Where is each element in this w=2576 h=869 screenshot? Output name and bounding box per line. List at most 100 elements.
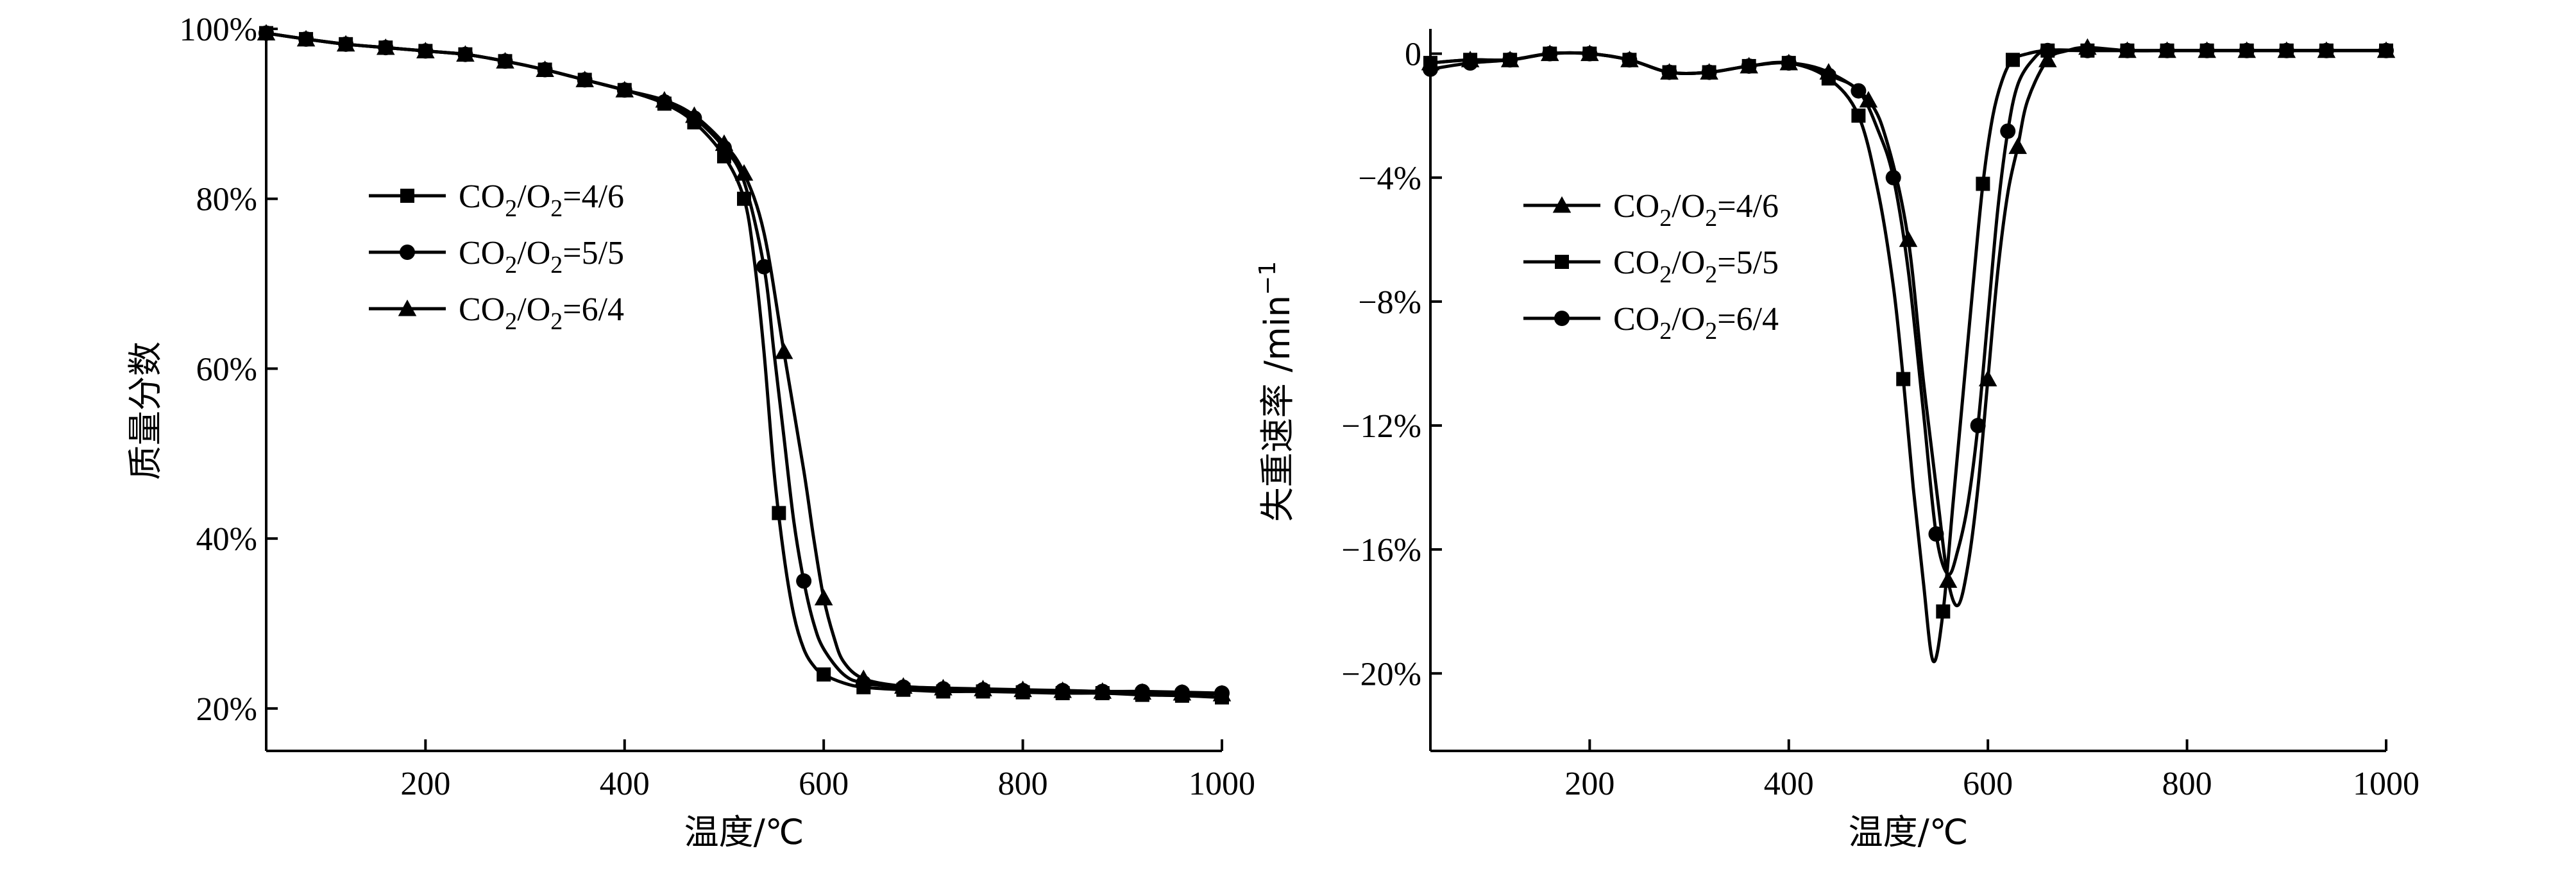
data-point	[1741, 58, 1757, 74]
data-point	[1423, 61, 1438, 77]
data-point	[1013, 680, 1032, 698]
data-point	[2080, 42, 2096, 58]
data-point	[1582, 46, 1598, 62]
series-line	[266, 31, 1223, 696]
x-tick-label: 800	[998, 766, 1048, 802]
data-point	[2119, 42, 2135, 58]
legend-label: CO2/O2=5/5	[1613, 245, 1779, 288]
y-tick-label: 20%	[196, 691, 257, 728]
data-point	[1053, 681, 1072, 698]
y-tick-label: 60%	[196, 351, 257, 388]
legend: CO2/O2=4/6 CO2/O2=5/5 CO2/O2=6/4	[1523, 188, 1779, 345]
data-point	[894, 677, 913, 694]
x-tick-label: 400	[1764, 766, 1814, 802]
data-point	[496, 51, 514, 69]
legend-item: CO2/O2=4/6	[369, 178, 624, 222]
y-tick-label: 100%	[180, 12, 257, 48]
y-axis-title-sup: −1	[1255, 261, 1281, 295]
y-tick-label: −12%	[1341, 408, 1421, 445]
data-point	[974, 680, 992, 696]
weight-loss-rate-chart: 200 400 600 800 1000 0 −4% −8% −12% −16% −20% CO2/…	[1255, 29, 2419, 852]
data-point	[2159, 42, 2175, 58]
data-point	[756, 259, 772, 275]
legend-label: CO2/O2=6/4	[459, 291, 624, 335]
data-point	[2278, 42, 2294, 58]
legend-item: CO2/O2=6/4	[369, 291, 624, 335]
legend-marker	[400, 245, 415, 260]
data-point	[2000, 123, 2016, 139]
data-point	[1462, 55, 1479, 71]
legend-marker	[398, 299, 417, 316]
x-tick-label: 200	[1564, 766, 1614, 802]
data-point	[1093, 682, 1112, 699]
data-point	[1851, 108, 1866, 123]
data-point	[934, 678, 953, 696]
data-point	[2199, 42, 2215, 58]
data-point	[1936, 604, 1951, 619]
x-tick-label: 1000	[1189, 766, 1255, 802]
data-point	[685, 106, 704, 123]
x-axis-title: 温度/℃	[1849, 812, 1969, 852]
y-axis-title: 失重速率 /min−1	[1255, 261, 1298, 522]
series-3	[257, 24, 1232, 701]
series-1	[259, 26, 1229, 705]
y-axis-title-main: 失重速率 /min	[1257, 295, 1298, 522]
ticks: 200 400 600 800 1000 0 −4% −8% −12% −16% −20%	[1341, 37, 2419, 802]
data-point	[1542, 46, 1558, 62]
legend-label: CO2/O2=4/6	[459, 178, 624, 222]
data-point	[1661, 64, 1677, 80]
y-axis-title: 质量分数	[125, 341, 165, 480]
data-point	[814, 589, 833, 606]
legend: CO2/O2=4/6 CO2/O2=5/5 CO2/O2=6/4	[369, 178, 624, 335]
legend-item: CO2/O2=5/5	[1523, 245, 1779, 288]
data-point	[1928, 526, 1944, 542]
series-3	[1423, 42, 2394, 576]
data-point	[1896, 372, 1911, 386]
legend-marker	[400, 189, 414, 203]
x-tick-label: 400	[600, 766, 650, 802]
data-point	[734, 164, 754, 181]
data-point	[1133, 683, 1152, 700]
series-2	[1423, 43, 2393, 664]
data-point	[2038, 50, 2057, 67]
legend-item: CO2/O2=6/4	[1523, 301, 1779, 345]
x-tick-label: 600	[1963, 766, 2013, 802]
data-point	[2040, 42, 2056, 58]
data-point	[2318, 42, 2334, 58]
x-tick-label: 1000	[2353, 766, 2419, 802]
data-point	[1859, 90, 1878, 108]
x-tick-label: 600	[799, 766, 849, 802]
legend-item: CO2/O2=5/5	[369, 235, 624, 279]
data-point	[2378, 42, 2394, 58]
series-line	[266, 31, 1223, 695]
data-point	[1885, 169, 1901, 185]
data-point	[1970, 418, 1986, 434]
data-point	[817, 667, 831, 682]
legend-label: CO2/O2=5/5	[459, 235, 624, 279]
data-point	[796, 573, 812, 589]
x-tick-label: 200	[400, 766, 450, 802]
y-tick-label: −8%	[1358, 284, 1421, 321]
data-point	[1212, 685, 1232, 701]
data-point	[2239, 42, 2255, 58]
data-point	[772, 506, 786, 521]
y-tick-label: 0	[1405, 37, 1421, 73]
y-tick-label: −16%	[1341, 532, 1421, 569]
data-point	[1173, 684, 1192, 701]
data-point	[336, 35, 355, 52]
y-tick-label: −20%	[1341, 656, 1421, 693]
series-line	[266, 31, 1223, 700]
x-tick-label: 800	[2162, 766, 2212, 802]
legend-label: CO2/O2=4/6	[1613, 188, 1779, 232]
data-point	[456, 45, 475, 62]
y-tick-label: 80%	[196, 182, 257, 218]
data-point	[1701, 64, 1717, 80]
data-point	[1622, 52, 1638, 68]
data-point	[774, 342, 793, 359]
legend-label: CO2/O2=6/4	[1613, 301, 1779, 345]
data-point	[257, 24, 276, 41]
data-point	[575, 71, 594, 87]
series-line	[1430, 46, 2386, 608]
data-point	[536, 60, 554, 77]
